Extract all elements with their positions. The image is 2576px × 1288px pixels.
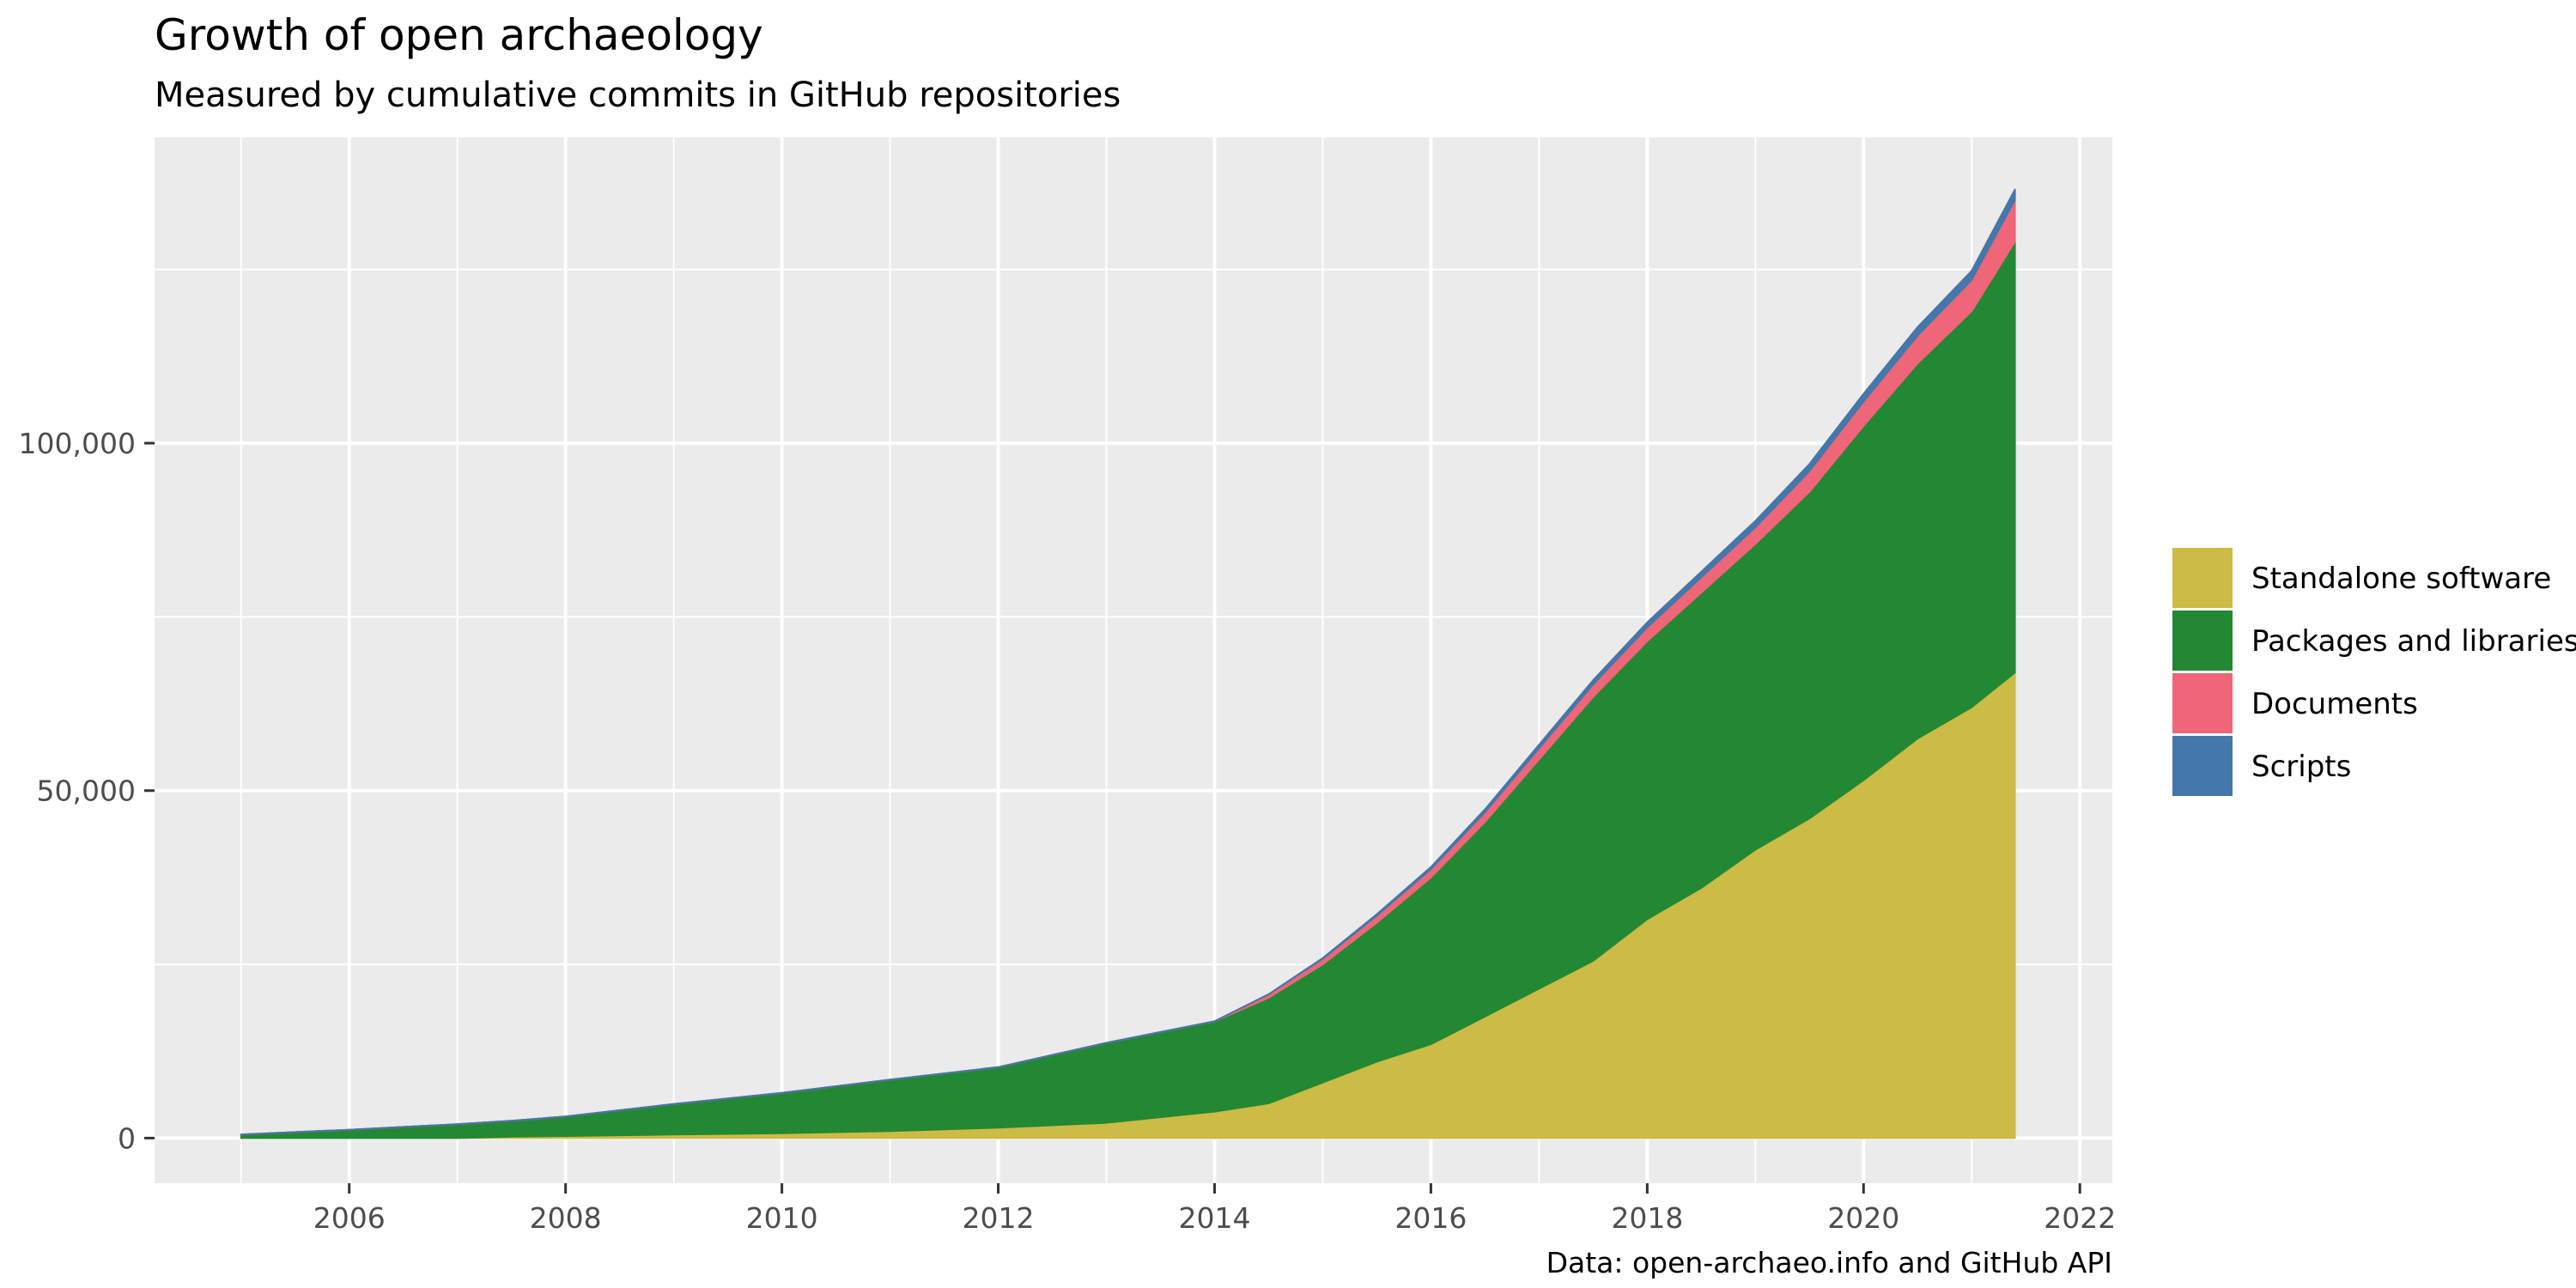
x-tick-label: 2008 <box>530 1201 602 1235</box>
x-tick-label: 2016 <box>1394 1201 1467 1235</box>
x-tick-label: 2012 <box>963 1201 1035 1235</box>
legend-label-packages-and-libraries: Packages and libraries <box>2251 624 2576 659</box>
x-tick-label: 2020 <box>1827 1201 1899 1235</box>
y-axis: 0 50,000 100,000 <box>19 427 155 1155</box>
chart-subtitle: Measured by cumulative commits in GitHub… <box>155 76 1121 115</box>
legend: Standalone software Packages and librarie… <box>2172 548 2576 796</box>
x-tick-label: 2010 <box>746 1201 818 1235</box>
legend-key-documents <box>2172 673 2233 733</box>
chart-title: Growth of open archaeology <box>155 10 763 60</box>
legend-key-packages-and-libraries <box>2172 611 2233 671</box>
area-scripts <box>240 188 2016 1136</box>
legend-label-scripts: Scripts <box>2251 750 2351 784</box>
legend-label-documents: Documents <box>2251 687 2418 721</box>
x-tick-label: 2006 <box>313 1201 386 1235</box>
x-axis: 2006 2008 2010 2012 2014 2016 2018 2020 2022 <box>313 1183 2116 1235</box>
y-tick-label: 50,000 <box>37 775 136 808</box>
y-tick-label: 0 <box>118 1121 136 1155</box>
legend-key-standalone-software <box>2172 548 2233 608</box>
chart-caption: Data: open-archaeo.info and GitHub API <box>1546 1246 2112 1279</box>
legend-label-standalone-software: Standalone software <box>2251 562 2551 596</box>
legend-key-scripts <box>2172 736 2233 796</box>
x-tick-label: 2014 <box>1178 1201 1250 1235</box>
y-tick-label: 100,000 <box>19 427 136 460</box>
area-series <box>240 188 2016 1139</box>
x-tick-label: 2018 <box>1611 1201 1683 1235</box>
x-tick-label: 2022 <box>2044 1201 2116 1235</box>
